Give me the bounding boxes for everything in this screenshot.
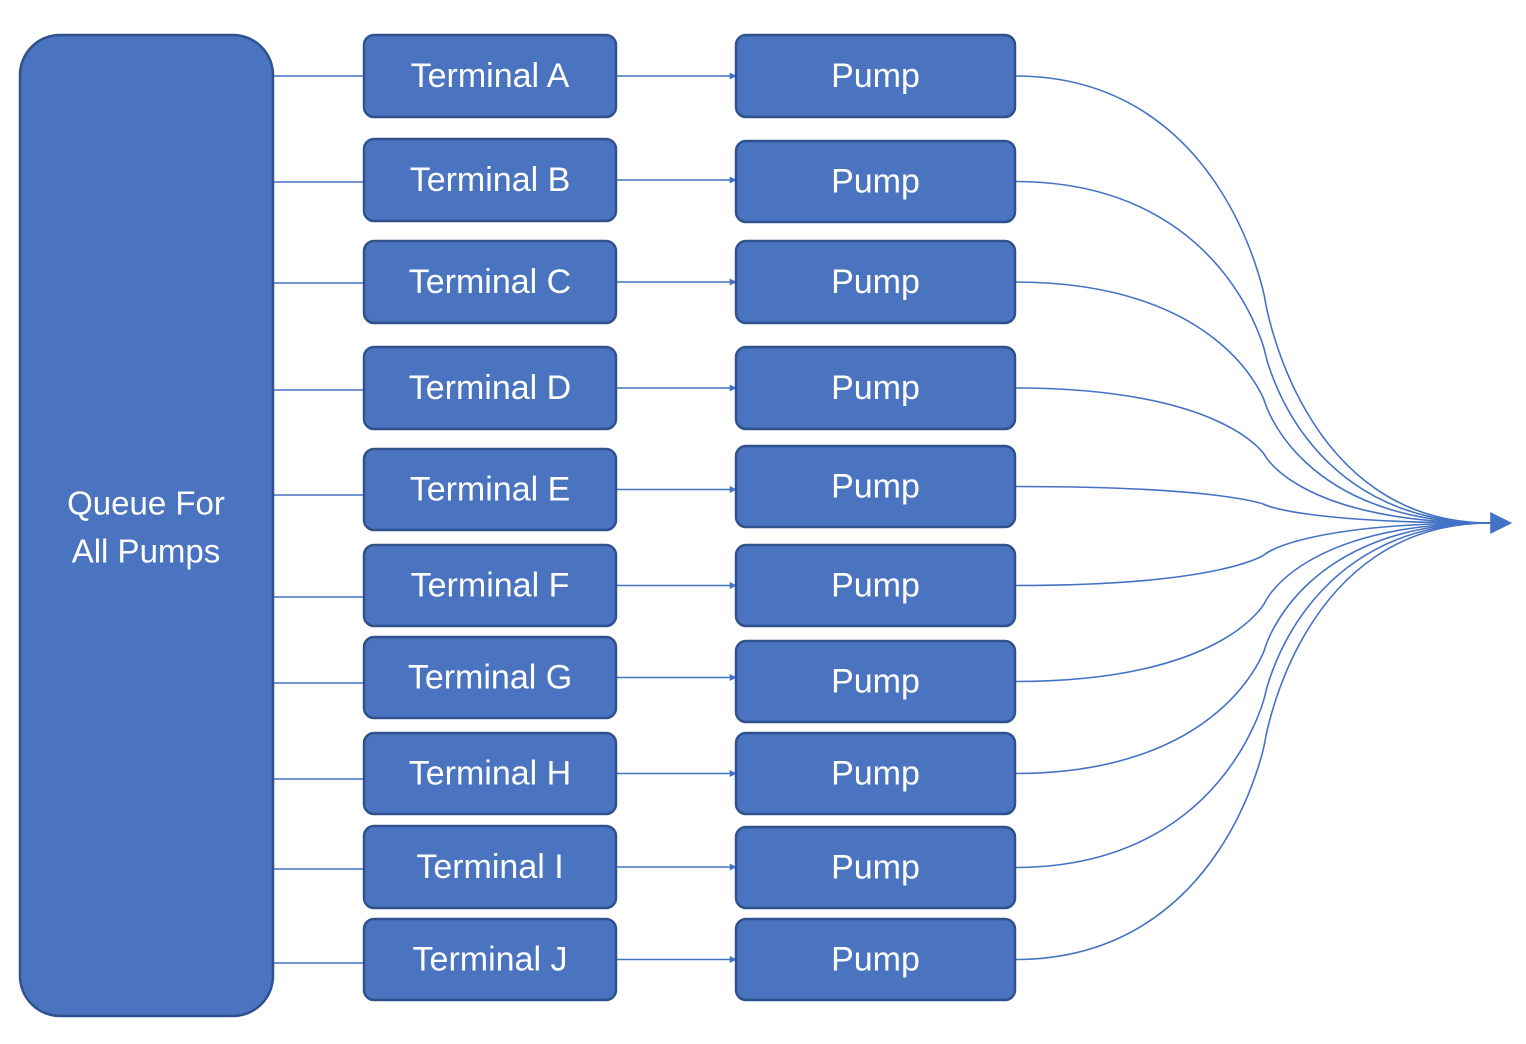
queue-label-line2: All Pumps xyxy=(72,533,221,570)
terminal-label: Terminal C xyxy=(409,263,571,301)
pump-node: Pump xyxy=(734,731,1017,816)
pump-node: Pump xyxy=(734,139,1017,224)
pump-label: Pump xyxy=(831,849,920,887)
pump-box xyxy=(734,33,1017,119)
pump-box xyxy=(734,139,1017,224)
pump-to-output-curve xyxy=(1014,522,1491,961)
pump-to-output-curve xyxy=(1014,522,1491,775)
terminal-node: Terminal F xyxy=(362,543,618,628)
pump-label: Pump xyxy=(831,163,920,201)
pump-node: Pump xyxy=(734,917,1017,1002)
pump-to-output-curve xyxy=(1014,75,1491,524)
terminal-label: Terminal I xyxy=(416,848,563,886)
pump-label: Pump xyxy=(831,263,920,301)
terminal-box xyxy=(362,731,618,816)
terminal-label: Terminal D xyxy=(409,369,571,407)
connectors-layer xyxy=(273,72,1513,964)
pump-to-output-curve xyxy=(1014,485,1491,524)
pump-label: Pump xyxy=(831,663,920,701)
terminal-node: Terminal D xyxy=(362,345,618,431)
terminal-box xyxy=(362,824,618,910)
queue-box xyxy=(18,33,275,1018)
terminal-box xyxy=(362,137,618,223)
pump-label: Pump xyxy=(831,941,920,979)
terminal-box xyxy=(362,917,618,1002)
pump-node: Pump xyxy=(734,543,1017,628)
terminal-box xyxy=(362,33,618,119)
pump-label: Pump xyxy=(831,567,920,605)
terminal-box xyxy=(362,543,618,628)
terminal-label: Terminal G xyxy=(408,659,572,697)
pump-box xyxy=(734,444,1017,529)
pump-label: Pump xyxy=(831,468,920,506)
terminal-node: Terminal H xyxy=(362,731,618,816)
queue-label-line1: Queue For xyxy=(67,485,225,522)
terminal-box xyxy=(362,635,618,720)
nodes-layer: Terminal A Pump Terminal B Pump Terminal C Pu… xyxy=(362,33,1017,1002)
pump-node: Pump xyxy=(734,345,1017,431)
terminal-node: Terminal E xyxy=(362,447,618,532)
terminal-node: Terminal I xyxy=(362,824,618,910)
pump-to-output-curve xyxy=(1014,180,1491,524)
pump-box xyxy=(734,345,1017,431)
pump-box xyxy=(734,639,1017,724)
pump-node: Pump xyxy=(734,444,1017,529)
terminal-box xyxy=(362,345,618,431)
terminal-node: Terminal A xyxy=(362,33,618,119)
terminal-node: Terminal G xyxy=(362,635,618,720)
pump-label: Pump xyxy=(831,369,920,407)
terminal-label: Terminal F xyxy=(411,567,570,605)
pump-box xyxy=(734,917,1017,1002)
pump-to-output-curve xyxy=(1014,522,1491,869)
terminal-label: Terminal B xyxy=(410,161,571,199)
terminal-node: Terminal C xyxy=(362,239,618,325)
pump-to-output-curve xyxy=(1014,522,1491,587)
queue-node: Queue For All Pumps xyxy=(18,33,275,1018)
terminal-label: Terminal J xyxy=(413,941,568,979)
terminal-label: Terminal A xyxy=(411,57,570,95)
pump-label: Pump xyxy=(831,57,920,95)
pump-box xyxy=(734,731,1017,816)
pump-box xyxy=(734,543,1017,628)
pump-node: Pump xyxy=(734,33,1017,119)
pump-node: Pump xyxy=(734,639,1017,724)
pump-to-output-curve xyxy=(1014,522,1491,683)
terminal-node: Terminal J xyxy=(362,917,618,1002)
pump-to-output-curve xyxy=(1014,281,1491,524)
pump-node: Pump xyxy=(734,825,1017,910)
terminal-label: Terminal E xyxy=(410,471,571,509)
pump-box xyxy=(734,239,1017,325)
terminal-box xyxy=(362,239,618,325)
terminal-label: Terminal H xyxy=(409,755,571,793)
pump-to-output-curve xyxy=(1014,387,1491,524)
terminal-box xyxy=(362,447,618,532)
terminal-node: Terminal B xyxy=(362,137,618,223)
pump-node: Pump xyxy=(734,239,1017,325)
pump-label: Pump xyxy=(831,755,920,793)
pump-box xyxy=(734,825,1017,910)
